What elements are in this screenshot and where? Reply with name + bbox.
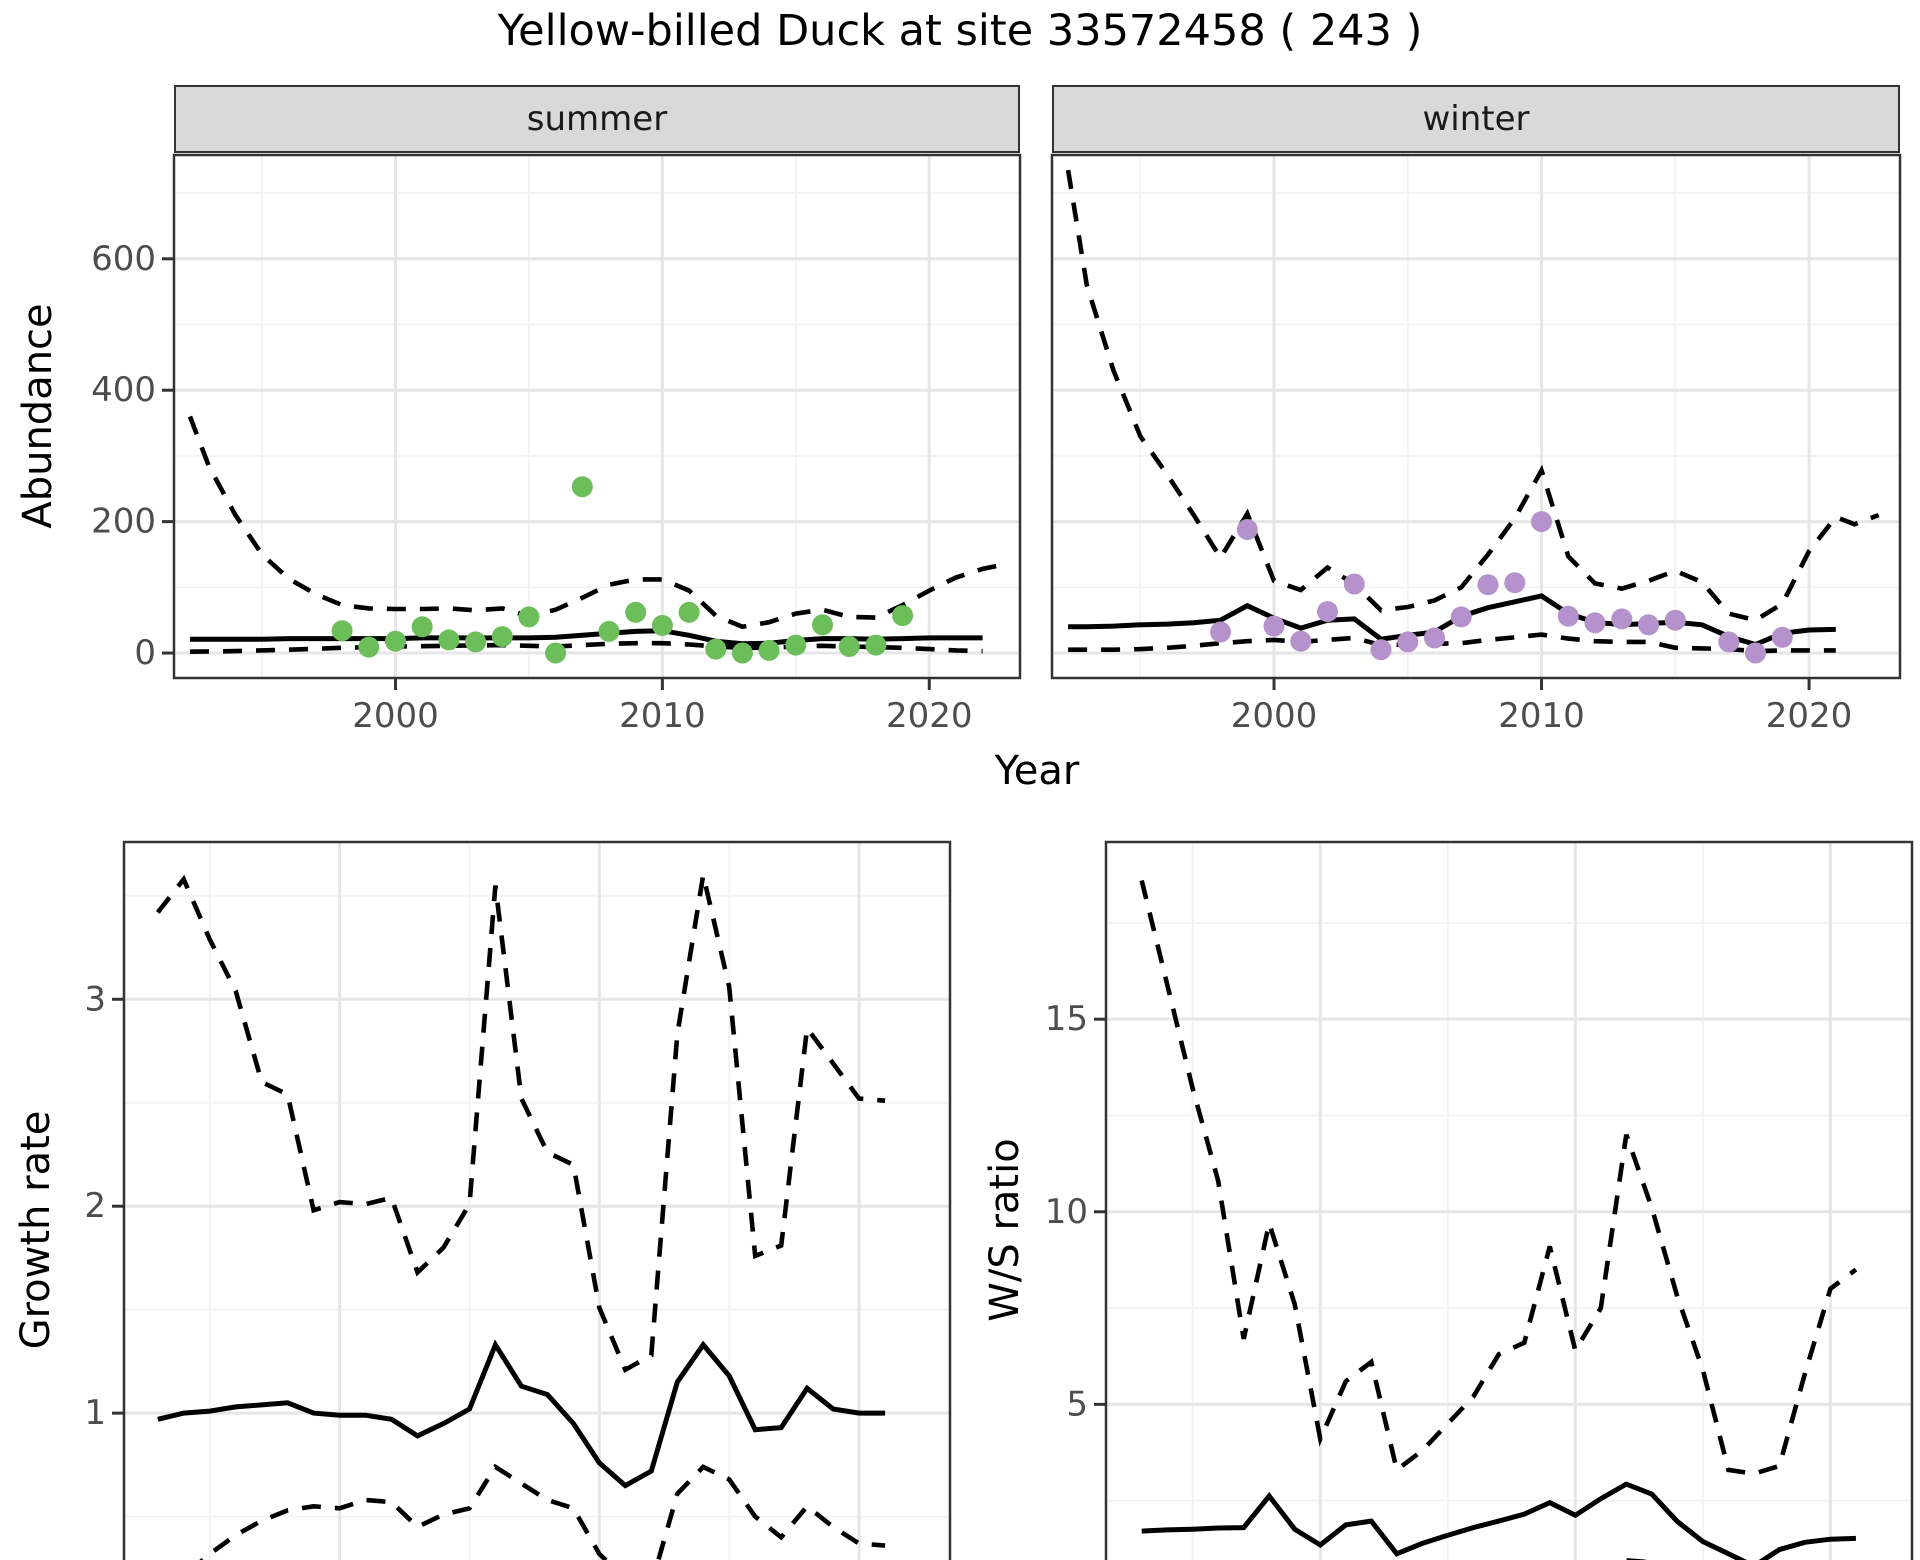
abundance_summer-observation-point (838, 636, 860, 657)
growth_rate-median-line (157, 1339, 886, 1489)
abundance_winter-observation-point (1370, 639, 1392, 661)
abundance_summer-observation-point (705, 638, 727, 660)
facet-strip-summer-label: summer (526, 99, 668, 139)
abundance_winter-observation-point (1584, 612, 1606, 634)
winter-abundance-panel-border (1050, 153, 1902, 680)
abundance_winter-observation-point (1638, 614, 1659, 636)
x-tick-label: 2020 (886, 696, 973, 736)
abundance_winter-lower_95ci-line (1068, 632, 1836, 654)
abundance_winter-observation-point (1771, 626, 1793, 648)
abundance_summer-observation-point (812, 614, 833, 636)
abundance_summer-observation-point (865, 634, 887, 656)
abundance_winter-observation-point (1504, 572, 1526, 594)
y-tick-label: 10 (1045, 1192, 1088, 1232)
abundance_winter-median-line (1068, 593, 1836, 648)
facet-strip-winter: winter (1052, 85, 1900, 153)
abundance_summer-observation-point (491, 626, 513, 648)
x-tick-label: 2000 (352, 696, 439, 736)
abundance_winter-observation-point (1450, 606, 1472, 628)
abundance_winter-observation-point (1557, 605, 1579, 627)
abundance_summer-observation-point (545, 642, 567, 664)
growth-rate-y-axis-title: Growth rate (13, 1110, 59, 1350)
growth_rate-upper_95ci-line (155, 874, 886, 1373)
y-tick-label: 3 (84, 979, 106, 1019)
abundance_summer-observation-point (411, 616, 433, 638)
abundance_winter-observation-point (1397, 631, 1419, 653)
y-tick-label: 2 (84, 1186, 106, 1226)
abundance_summer-observation-point (571, 476, 593, 498)
summer-abundance-panel: 2000 2010 2020 0 200 400 600 (91, 153, 1022, 736)
abundance_summer-observation-point (785, 634, 807, 656)
abundance_winter-observation-point (1745, 642, 1766, 664)
abundance_summer-observation-point (758, 639, 780, 661)
abundance_summer-observation-point (678, 601, 700, 623)
abundance_summer-observation-point (438, 629, 460, 651)
x-tick-label: 2020 (1766, 696, 1853, 736)
abundance_winter-observation-point (1290, 630, 1312, 652)
abundance_summer-observation-point (385, 630, 406, 652)
abundance_summer-observation-point (358, 636, 380, 658)
y-tick-label: 1 (84, 1393, 106, 1433)
growth_rate-lower_95ci-line (199, 1463, 886, 1560)
abundance_summer-upper_95ci-line (187, 415, 1000, 630)
abundance_winter-observation-point (1664, 609, 1686, 631)
ws-ratio-panel: 200020102020051015 (1045, 840, 1914, 1560)
x-tick-label: 2010 (619, 696, 706, 736)
growth-rate-panel-border (122, 840, 952, 1560)
abundance-y-axis-title: Abundance (15, 303, 61, 529)
x-tick-label: 2000 (1231, 696, 1318, 736)
x-tick-label: 2010 (1498, 696, 1585, 736)
abundance_winter-upper_95ci-line (1065, 169, 1880, 623)
abundance_winter-observation-point (1210, 621, 1231, 643)
abundance_summer-observation-point (465, 631, 487, 653)
abundance_winter-observation-point (1343, 573, 1365, 595)
abundance_summer-observation-point (892, 605, 914, 627)
ws-ratio-panel-border (1104, 840, 1914, 1560)
facet-strip-winter-label: winter (1422, 99, 1530, 139)
abundance_summer-observation-point (598, 620, 620, 642)
abundance_winter-observation-point (1317, 601, 1338, 623)
abundance_summer-observation-point (518, 606, 540, 628)
y-tick-label: 200 (91, 502, 156, 542)
abundance_winter-observation-point (1531, 511, 1552, 533)
abundance_winter-observation-point (1718, 631, 1740, 653)
abundance_winter-observation-point (1263, 615, 1285, 637)
winter-abundance-panel: 2000 2010 2020 (1050, 153, 1902, 736)
y-tick-label: 600 (91, 239, 156, 279)
y-tick-label: 0 (134, 633, 156, 673)
abundance_winter-observation-point (1477, 574, 1499, 596)
abundance_winter-observation-point (1611, 608, 1633, 630)
abundance_summer-observation-point (651, 614, 673, 636)
y-tick-label: 400 (91, 370, 156, 410)
summer-abundance-panel-border (172, 153, 1022, 680)
y-tick-label: 15 (1045, 999, 1088, 1039)
facet-strip-summer: summer (174, 85, 1020, 153)
ws_ratio-upper_95ci-line (1139, 879, 1858, 1477)
ws_ratio-median-line (1141, 1481, 1856, 1560)
abundance_summer-observation-point (625, 601, 647, 623)
abundance_summer-observation-point (331, 620, 353, 642)
ws-ratio-y-axis-title: W/S ratio (982, 1138, 1028, 1322)
abundance_winter-observation-point (1424, 627, 1445, 649)
figure-title: Yellow-billed Duck at site 33572458 ( 24… (497, 6, 1423, 56)
abundance_summer-observation-point (731, 642, 753, 664)
top-x-axis-title: Year (994, 748, 1080, 794)
y-tick-label: 5 (1066, 1384, 1088, 1424)
abundance_winter-observation-point (1236, 519, 1258, 540)
